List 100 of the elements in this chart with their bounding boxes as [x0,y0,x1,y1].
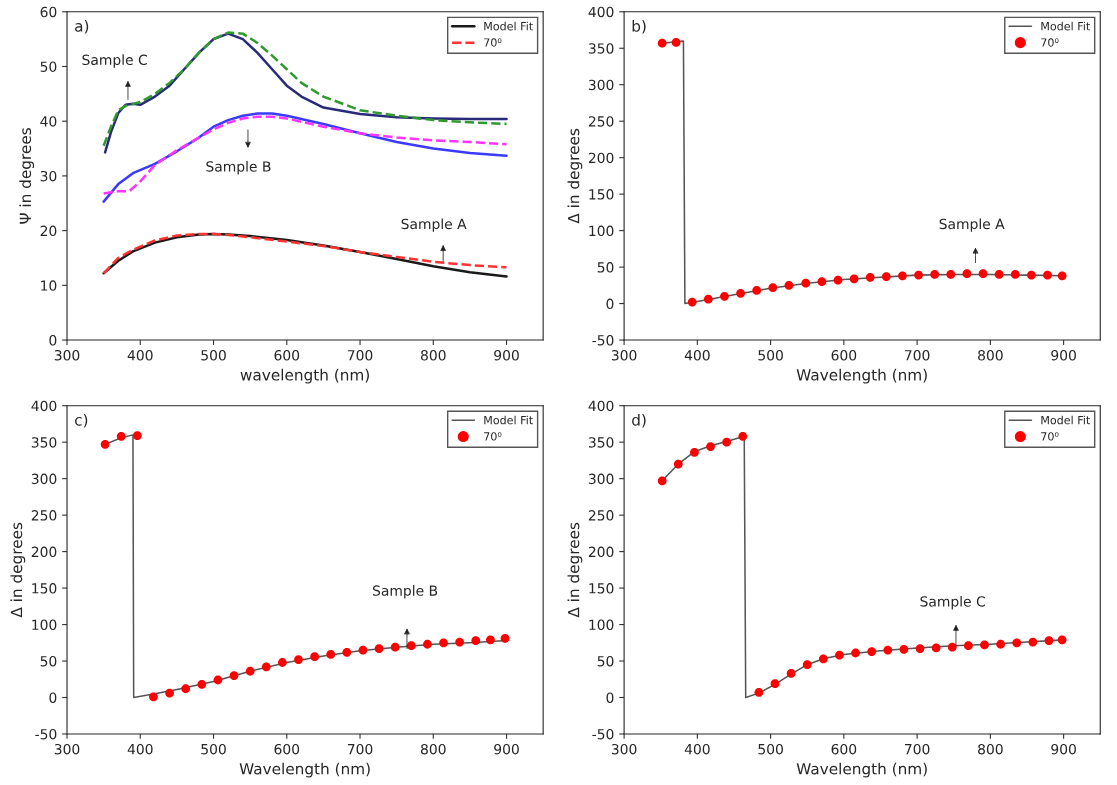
y-tick-label: -50 [592,728,614,740]
point [277,658,287,667]
x-tick-label: 800 [420,743,446,755]
chart-title: c) [75,413,88,428]
y-tick-label: 150 [589,189,614,200]
point [881,272,891,281]
point [851,648,860,658]
y-axis-title: Ψ in degrees [19,128,35,224]
point [1044,636,1054,645]
y-tick-label: 50 [597,262,614,273]
point [833,275,843,285]
y-tick-label: 300 [588,79,614,91]
point [930,270,940,279]
x-tick-label: 400 [127,743,153,755]
y-tick-label: 350 [31,437,57,448]
legend-label: Model Fit [484,415,533,425]
y-tick-label: 50 [40,655,57,667]
y-tick-label: 0 [606,298,614,310]
x-tick-label: 600 [274,350,300,361]
point [865,272,875,282]
x-tick-label: 700 [347,743,373,755]
y-tick-label: 400 [588,400,614,412]
y-tick-label: 100 [589,619,614,631]
point [849,274,859,284]
x-tick-label: 700 [905,350,930,361]
point [673,459,683,469]
point [867,647,877,656]
x-tick-label: 400 [684,743,710,755]
point [471,636,481,645]
x-tick-label: 800 [420,350,446,361]
annotation: Sample B [206,160,271,175]
y-tick-label: 10 [41,280,57,291]
legend-label: 70⁰ [484,432,502,441]
x-tick-label: 900 [494,743,519,755]
point [1028,637,1038,647]
point [899,644,909,654]
x-axis-title: Wavelength (nm) [796,762,927,778]
x-tick-label: 600 [831,350,857,361]
point [768,283,778,292]
chart-title: b) [632,19,646,34]
point [754,688,764,697]
y-tick-label: 0 [49,692,57,703]
point [898,271,907,281]
x-tick-label: 800 [978,743,1003,755]
point [802,660,812,670]
y-tick-label: 100 [589,225,614,237]
y-tick-label: 30 [40,170,57,182]
point [310,652,319,662]
point [657,38,667,48]
y-axis-title: Δ in degrees [567,522,583,618]
point [786,669,796,678]
x-tick-label: 500 [758,743,783,755]
point [245,666,255,676]
y-tick-label: 50 [597,655,614,667]
point [784,280,794,290]
point [978,269,988,279]
point [132,431,142,440]
point [1043,270,1052,280]
point [946,270,956,279]
point [687,297,697,307]
y-tick-label: 150 [32,583,57,594]
x-tick-label: 500 [201,350,226,361]
legend-label: 70⁰ [1041,432,1059,441]
y-tick-label: 200 [588,152,614,164]
annotation: Sample C [920,595,985,610]
point [342,647,352,657]
point [1010,270,1020,279]
point [374,644,384,654]
legend-label: 70⁰ [1041,38,1059,47]
point [423,639,432,649]
chart-title: d) [632,413,646,428]
point [994,270,1004,279]
y-tick-label: 350 [588,437,614,448]
point [500,634,510,643]
legend-label: 70⁰ [484,38,502,47]
x-tick-label: 700 [905,743,930,755]
point [406,641,416,651]
y-tick-label: 200 [588,546,614,558]
y-tick-label: 400 [588,6,614,18]
y-tick-label: -50 [592,335,614,346]
x-tick-label: 600 [274,743,300,755]
x-tick-label: 800 [978,350,1003,361]
point [706,442,715,451]
y-tick-label: 250 [588,510,614,521]
x-axis-title: wavelength (nm) [240,368,369,384]
point [455,637,465,647]
point [1012,638,1022,648]
x-tick-label: 900 [1051,743,1076,755]
point [358,645,368,655]
y-tick-label: 0 [606,692,614,703]
y-tick-label: 400 [31,400,57,412]
point [165,688,174,698]
y-tick-label: 250 [31,510,57,521]
point [1027,270,1036,280]
point [736,288,745,298]
y-tick-label: 300 [588,473,614,485]
point [1057,635,1067,645]
point [962,269,972,279]
point [486,635,495,645]
x-tick-label: 900 [494,350,519,361]
